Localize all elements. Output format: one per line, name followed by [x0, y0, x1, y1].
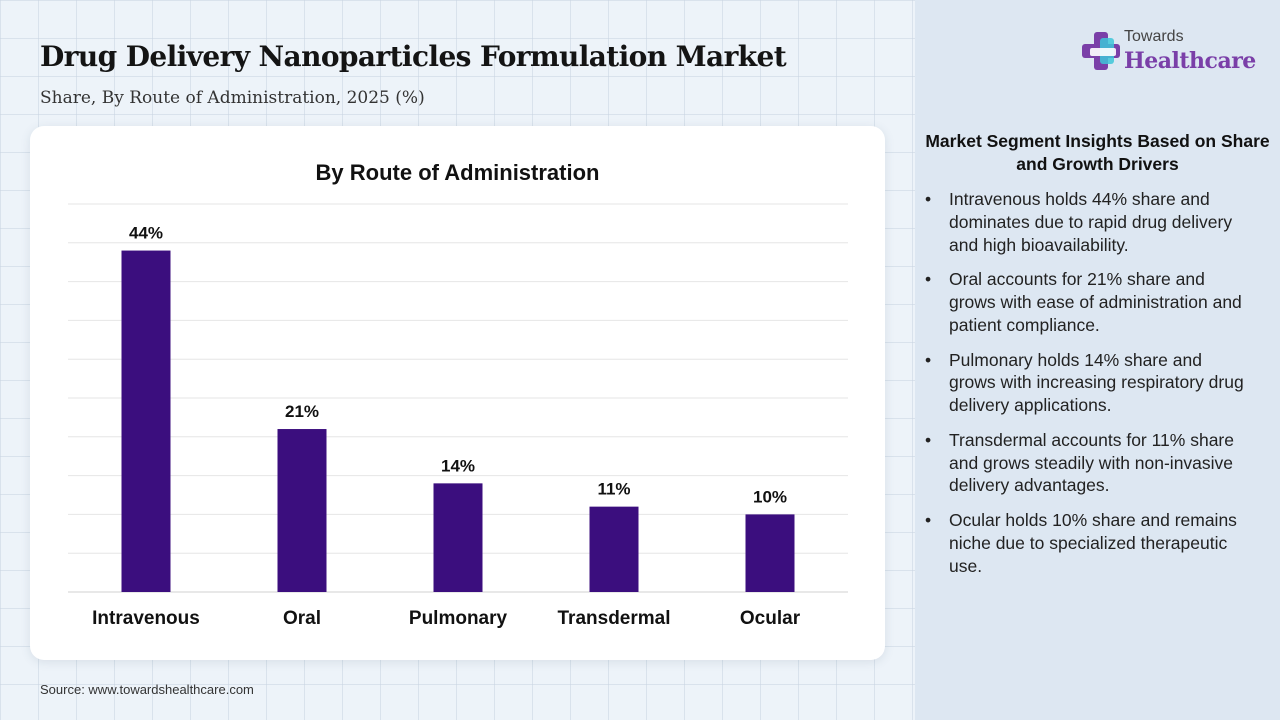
page-title: Drug Delivery Nanoparticles Formulation …	[40, 40, 787, 73]
bar	[745, 514, 795, 592]
healthcare-cross-icon	[1082, 32, 1120, 70]
insight-item: • Oral accounts for 21% share and grows w…	[925, 268, 1245, 336]
logo-main-text: Healthcare	[1124, 48, 1256, 74]
chart-title: By Route of Administration	[315, 160, 600, 185]
insight-item: • Transdermal accounts for 11% share and …	[925, 429, 1245, 497]
insight-text: Pulmonary holds 14% share and grows with…	[949, 349, 1244, 416]
insight-text: Ocular holds 10% share and remains niche…	[949, 510, 1237, 576]
insight-text: Oral accounts for 21% share and grows wi…	[949, 269, 1242, 335]
page-subtitle: Share, By Route of Administration, 2025 …	[40, 88, 425, 108]
data-label: 11%	[597, 480, 630, 499]
data-label: 21%	[285, 402, 319, 421]
insight-text: Transdermal accounts for 11% share and g…	[949, 429, 1234, 496]
bullet-icon: •	[925, 510, 932, 530]
data-label: 14%	[441, 456, 475, 475]
logo-top-text: Towards	[1124, 28, 1184, 45]
insight-item: • Ocular holds 10% share and remains nich…	[925, 509, 1245, 577]
category-label: Intravenous	[92, 608, 200, 629]
category-label: Oral	[283, 608, 321, 629]
insights-title: Market Segment Insights Based on Share a…	[925, 131, 1270, 174]
insight-text: Intravenous holds 44% share and dominate…	[949, 189, 1233, 255]
bar	[589, 506, 639, 592]
source-note: Source: www.towardshealthcare.com	[40, 682, 254, 697]
bar	[121, 250, 171, 592]
data-label: 10%	[753, 487, 787, 506]
insight-item: • Pulmonary holds 14% share and grows wit…	[925, 349, 1245, 417]
insights-panel-background	[915, 0, 1280, 720]
bullet-icon: •	[925, 269, 932, 290]
bullet-icon: •	[925, 429, 932, 450]
data-label: 44%	[129, 224, 163, 243]
category-label: Ocular	[740, 608, 801, 629]
brand-logo: Towards Healthcare	[1080, 26, 1260, 86]
bullet-icon: •	[925, 349, 932, 370]
bullet-icon: •	[925, 189, 932, 209]
bar	[277, 429, 327, 592]
bar	[433, 483, 483, 592]
insights-list: • Intravenous holds 44% share and dominat…	[925, 188, 1245, 589]
category-label: Transdermal	[558, 608, 671, 629]
insight-item: • Intravenous holds 44% share and dominat…	[925, 188, 1245, 256]
bar-chart: 44% Intravenous 21% Oral 14% Pulmonary 11% Tran…	[68, 203, 848, 629]
category-label: Pulmonary	[409, 608, 508, 629]
